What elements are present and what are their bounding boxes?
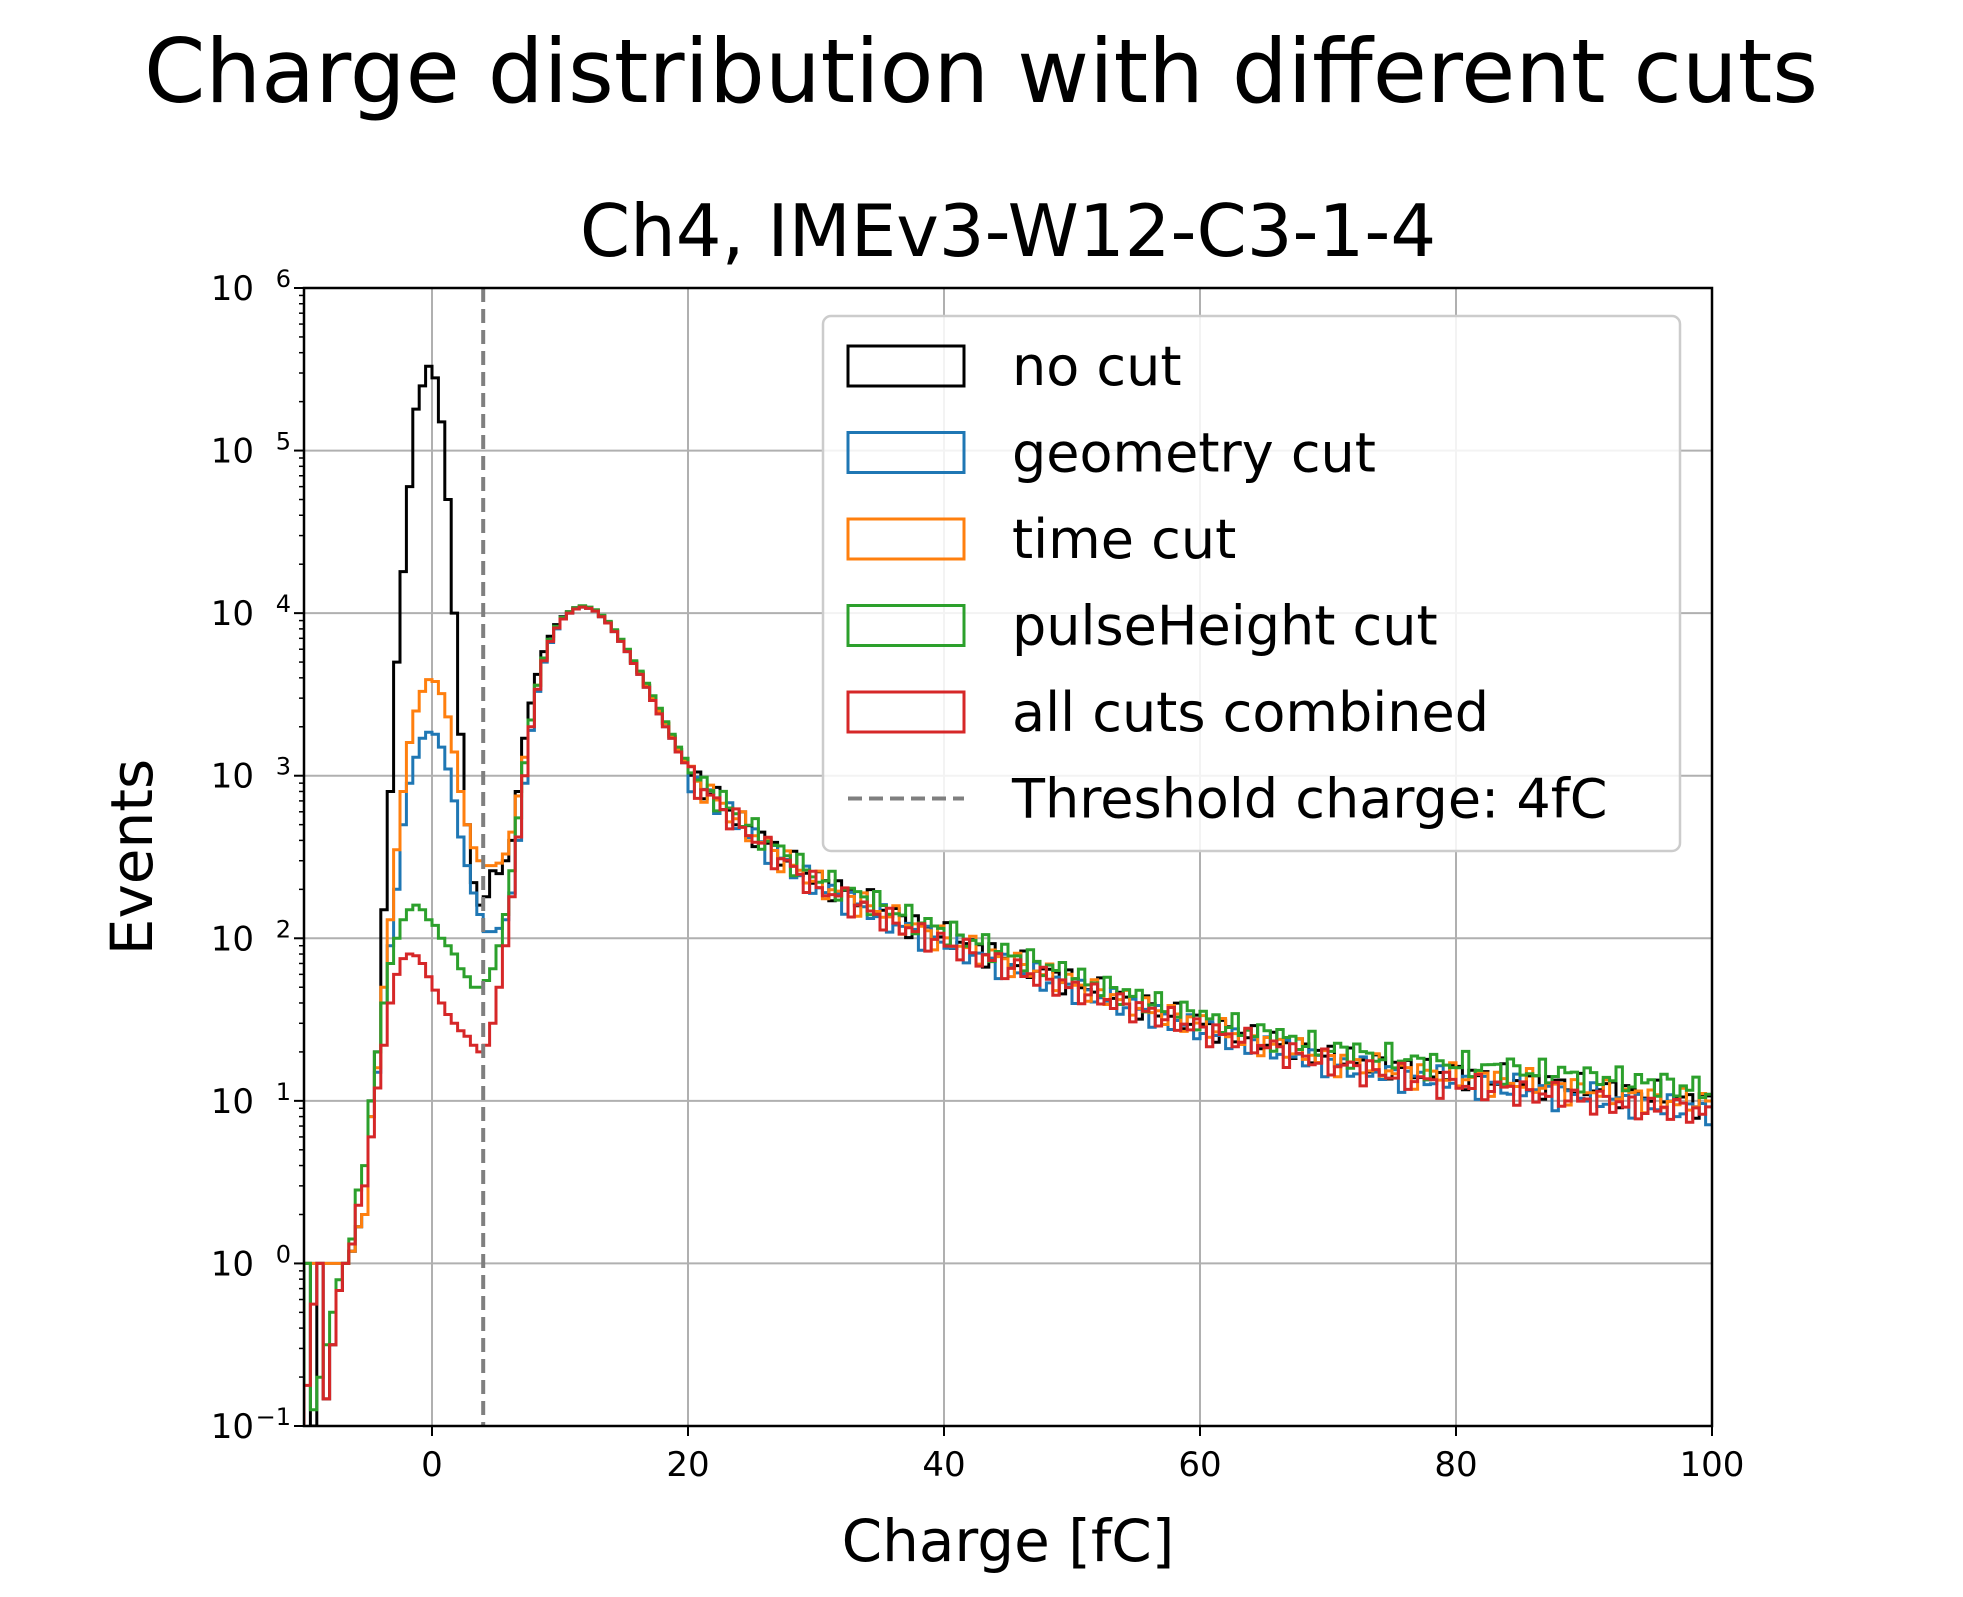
legend-swatch xyxy=(846,431,966,474)
y-tick-label: 10 xyxy=(211,269,254,309)
x-tick-label: 40 xyxy=(922,1445,965,1485)
axes-title: Ch4, IMEv3-W12-C3-1-4 xyxy=(580,189,1436,273)
plot-frame xyxy=(302,286,1714,1428)
y-tick-exponent: 6 xyxy=(276,265,291,293)
legend-swatch xyxy=(846,604,966,647)
x-tick-label: 100 xyxy=(1680,1445,1745,1485)
y-tick-base: 10 xyxy=(211,432,254,472)
legend-label: time cut xyxy=(1012,508,1236,571)
x-tick-label: 0 xyxy=(421,1445,443,1485)
y-tick-label: 10 xyxy=(211,1407,254,1447)
figure-suptitle: Charge distribution with different cuts xyxy=(144,20,1818,123)
y-tick-base: 10 xyxy=(211,1244,254,1284)
legend-label: no cut xyxy=(1012,335,1182,398)
y-tick-base: 10 xyxy=(211,919,254,959)
y-tick-label: 10 xyxy=(211,594,254,634)
legend-label: pulseHeight cut xyxy=(1012,595,1438,658)
x-tick-label: 60 xyxy=(1178,1445,1221,1485)
legend-label: Threshold charge: 4fC xyxy=(1011,768,1607,831)
y-tick-base: 10 xyxy=(211,594,254,634)
legend-swatch xyxy=(846,344,966,388)
y-tick-exponent: 5 xyxy=(276,428,291,456)
legend-swatch xyxy=(846,517,966,561)
y-tick-label: 10 xyxy=(211,1082,254,1122)
y-tick-label: 10 xyxy=(211,432,254,472)
y-tick-base: 10 xyxy=(211,1082,254,1122)
y-tick-exponent: 4 xyxy=(276,590,291,618)
y-tick-exponent: 3 xyxy=(276,753,291,781)
y-axis-label: Events xyxy=(98,759,166,955)
y-tick-base: 10 xyxy=(211,757,254,797)
y-tick-base: 10 xyxy=(211,1407,254,1447)
legend: no cut geometry cut time cut pulseHeight cu… xyxy=(821,314,1682,853)
y-tick-exponent: −1 xyxy=(256,1403,291,1431)
series-all-cuts-combined xyxy=(304,605,1712,1426)
legend-frame xyxy=(821,314,1682,853)
x-tick-label: 80 xyxy=(1434,1445,1477,1485)
histogram-series xyxy=(304,364,1712,1426)
y-tick-exponent: 2 xyxy=(276,915,291,943)
x-axis-label: Charge [fC] xyxy=(842,1507,1175,1575)
legend-label: geometry cut xyxy=(1012,422,1376,485)
y-tick-label: 10 xyxy=(211,1244,254,1284)
x-tick-label: 20 xyxy=(666,1445,709,1485)
legend-label: all cuts combined xyxy=(1012,681,1489,744)
y-tick-exponent: 0 xyxy=(276,1240,291,1268)
y-tick-label: 10 xyxy=(211,919,254,959)
legend-swatch xyxy=(846,690,966,734)
y-tick-base: 10 xyxy=(211,269,254,309)
y-tick-exponent: 1 xyxy=(276,1078,291,1106)
y-tick-label: 10 xyxy=(211,757,254,797)
